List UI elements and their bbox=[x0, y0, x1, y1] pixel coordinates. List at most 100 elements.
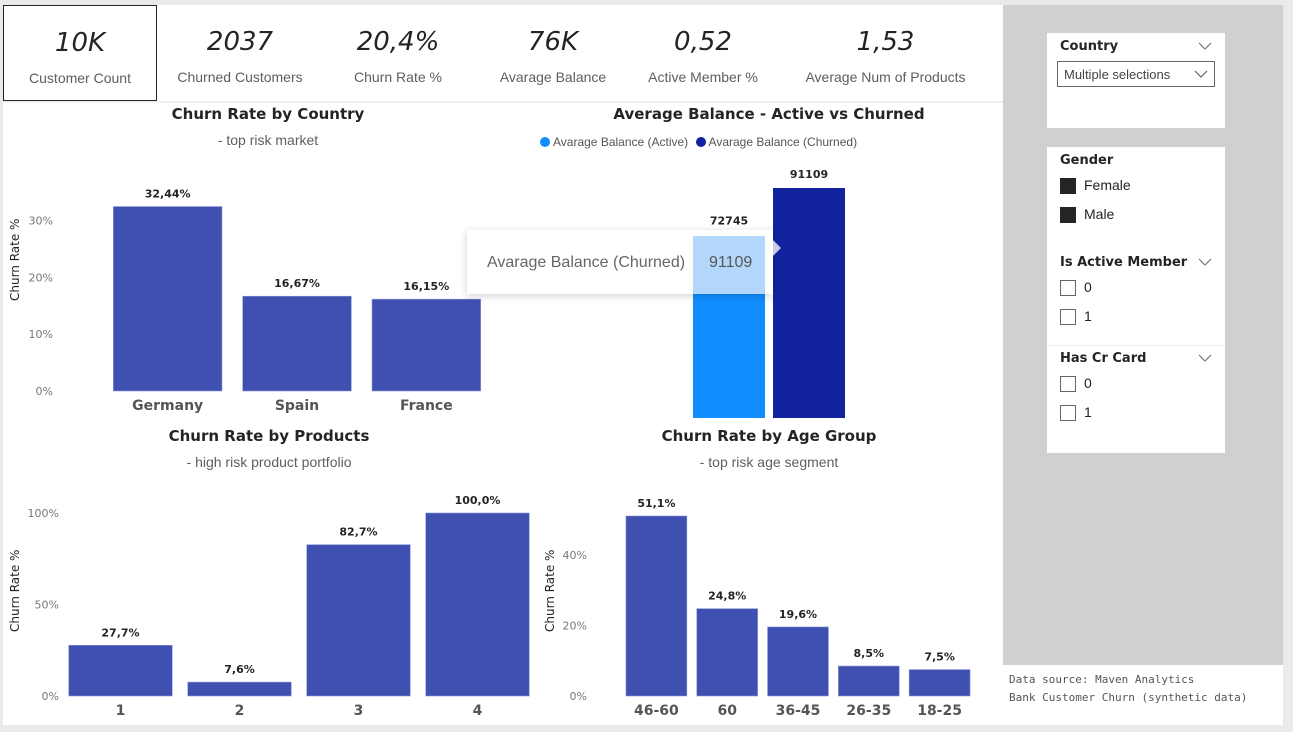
chevron-down-icon bbox=[1194, 70, 1208, 78]
chart-svg: 0% 50% 100% 27,7% 1 7,6% 2 82,7% 3 100,0% 4 bbox=[28, 494, 530, 719]
x-tick-label: 1 bbox=[116, 703, 126, 719]
legend-dot-active-icon bbox=[540, 137, 550, 147]
chart-average-balance[interactable]: Average Balance - Active vs Churned Avar… bbox=[535, 102, 1003, 420]
data-label: 72745 bbox=[710, 214, 748, 227]
data-label: 24,8% bbox=[708, 590, 746, 603]
slicer-divider bbox=[1047, 345, 1225, 346]
x-tick-label: 46-60 bbox=[634, 703, 679, 719]
bar-60[interactable] bbox=[696, 608, 758, 697]
bar-4[interactable] bbox=[425, 512, 530, 697]
chart-legend[interactable]: Avarage Balance (Active) Avarage Balance… bbox=[540, 135, 857, 149]
data-label: 32,44% bbox=[145, 188, 191, 201]
checkbox-checked[interactable] bbox=[1060, 207, 1076, 223]
chart-title: Churn Rate by Country bbox=[171, 105, 365, 123]
chevron-down-icon[interactable] bbox=[1198, 257, 1212, 267]
chart-subtitle: - top risk age segment bbox=[699, 454, 839, 470]
data-label: 16,67% bbox=[274, 277, 320, 290]
chart-churn-by-products[interactable]: Churn Rate by Products - high risk produ… bbox=[3, 420, 535, 725]
bar-churned[interactable] bbox=[773, 188, 845, 418]
bar-3[interactable] bbox=[306, 544, 411, 697]
option-label: 0 bbox=[1084, 375, 1092, 391]
y-tick-label: 40% bbox=[563, 549, 587, 562]
bar-Germany[interactable] bbox=[113, 206, 223, 392]
x-tick-label: 36-45 bbox=[776, 703, 821, 719]
data-label: 16,15% bbox=[403, 280, 449, 293]
kpi-value: 76K bbox=[527, 27, 579, 57]
x-tick-label: 3 bbox=[354, 703, 364, 719]
chevron-down-icon[interactable] bbox=[1198, 41, 1212, 51]
slicer-group: Gender Female Male Is Active Member 0 1 … bbox=[1047, 147, 1225, 453]
x-tick-label: 18-25 bbox=[917, 703, 962, 719]
slicer-title: Has Cr Card bbox=[1060, 351, 1147, 366]
kpi-churned-customers[interactable]: 2037 Churned Customers bbox=[163, 5, 317, 101]
kpi-label: Customer Count bbox=[29, 70, 131, 86]
y-tick-label: 0% bbox=[42, 690, 59, 703]
x-tick-label: Germany bbox=[132, 398, 203, 414]
y-tick-label: 10% bbox=[29, 328, 53, 341]
x-tick-label: 2 bbox=[235, 703, 245, 719]
kpi-active-member[interactable]: 0,52 Active Member % bbox=[633, 5, 773, 101]
data-label: 91109 bbox=[790, 168, 828, 181]
kpi-label: Average Num of Products bbox=[805, 69, 966, 85]
data-label: 19,6% bbox=[779, 608, 817, 621]
bar-36-45[interactable] bbox=[767, 626, 829, 697]
chart-tooltip: Avarage Balance (Churned) 91109 bbox=[467, 230, 781, 294]
checkbox[interactable] bbox=[1060, 405, 1076, 421]
bar-18-25[interactable] bbox=[908, 669, 971, 697]
checkbox-checked[interactable] bbox=[1060, 178, 1076, 194]
chart-subtitle: - top risk market bbox=[217, 132, 319, 148]
kpi-customer-count[interactable]: 10K Customer Count bbox=[3, 5, 157, 101]
bar-2[interactable] bbox=[187, 681, 292, 697]
data-label: 82,7% bbox=[339, 526, 377, 539]
dropdown-value: Multiple selections bbox=[1064, 67, 1171, 82]
chart-churn-by-age[interactable]: Churn Rate by Age Group - top risk age s… bbox=[535, 420, 1003, 725]
checkbox[interactable] bbox=[1060, 309, 1076, 325]
kpi-divider bbox=[3, 101, 1003, 103]
country-dropdown[interactable]: Multiple selections bbox=[1057, 61, 1215, 87]
data-label: 100,0% bbox=[455, 494, 501, 507]
report-canvas: 10K Customer Count 2037 Churned Customer… bbox=[3, 5, 1283, 725]
data-label: 51,1% bbox=[637, 497, 675, 510]
tooltip-value: 91109 bbox=[693, 236, 765, 294]
y-tick-label: 50% bbox=[35, 599, 59, 612]
kpi-label: Churned Customers bbox=[177, 69, 303, 85]
source-line: Bank Customer Churn (synthetic data) bbox=[1009, 691, 1248, 704]
bar-1[interactable] bbox=[68, 645, 173, 697]
kpi-label: Churn Rate % bbox=[354, 69, 442, 85]
chart-churn-by-country[interactable]: Churn Rate by Country - top risk market … bbox=[3, 102, 533, 420]
legend-item-churned[interactable]: Avarage Balance (Churned) bbox=[695, 135, 857, 149]
chevron-down-icon[interactable] bbox=[1198, 353, 1212, 363]
x-tick-label: 26-35 bbox=[846, 703, 891, 719]
bar-Spain[interactable] bbox=[242, 295, 352, 392]
chart-subtitle: - high risk product portfolio bbox=[186, 454, 352, 470]
slicer-title: Country bbox=[1060, 39, 1119, 54]
slicer-title: Is Active Member bbox=[1060, 255, 1188, 270]
kpi-churn-rate[interactable]: 20,4% Churn Rate % bbox=[323, 5, 473, 101]
option-label: 1 bbox=[1084, 308, 1092, 324]
chart-title: Churn Rate by Age Group bbox=[661, 427, 877, 445]
tooltip-label: Avarage Balance (Churned) bbox=[487, 254, 686, 271]
option-label: Female bbox=[1084, 177, 1131, 193]
chart-title: Churn Rate by Products bbox=[168, 427, 370, 445]
kpi-average-balance[interactable]: 76K Avarage Balance bbox=[478, 5, 628, 101]
chart-svg: 0% 10% 20% 30% 32,44% Germany 16,67% Spain 16,15… bbox=[29, 188, 481, 414]
kpi-value: 0,52 bbox=[674, 27, 732, 57]
filter-panel: Country Multiple selections Gender Femal… bbox=[1003, 5, 1283, 665]
data-label: 7,6% bbox=[224, 663, 255, 676]
chart-svg: 72745 91109 bbox=[693, 168, 845, 418]
bar-26-35[interactable] bbox=[838, 665, 900, 697]
y-tick-label: 0% bbox=[570, 690, 587, 703]
bar-France[interactable] bbox=[371, 298, 481, 392]
kpi-value: 10K bbox=[54, 28, 106, 58]
checkbox[interactable] bbox=[1060, 280, 1076, 296]
data-label: 8,5% bbox=[854, 647, 885, 660]
bar-46-60[interactable] bbox=[625, 515, 688, 697]
option-label: 0 bbox=[1084, 279, 1092, 295]
kpi-value: 2037 bbox=[206, 27, 274, 57]
kpi-avg-num-products[interactable]: 1,53 Average Num of Products bbox=[783, 5, 988, 101]
legend-item-active[interactable]: Avarage Balance (Active) bbox=[540, 135, 688, 149]
y-tick-label: 100% bbox=[28, 507, 59, 520]
checkbox[interactable] bbox=[1060, 376, 1076, 392]
kpi-value: 1,53 bbox=[856, 27, 915, 57]
x-tick-label: 4 bbox=[473, 703, 483, 719]
